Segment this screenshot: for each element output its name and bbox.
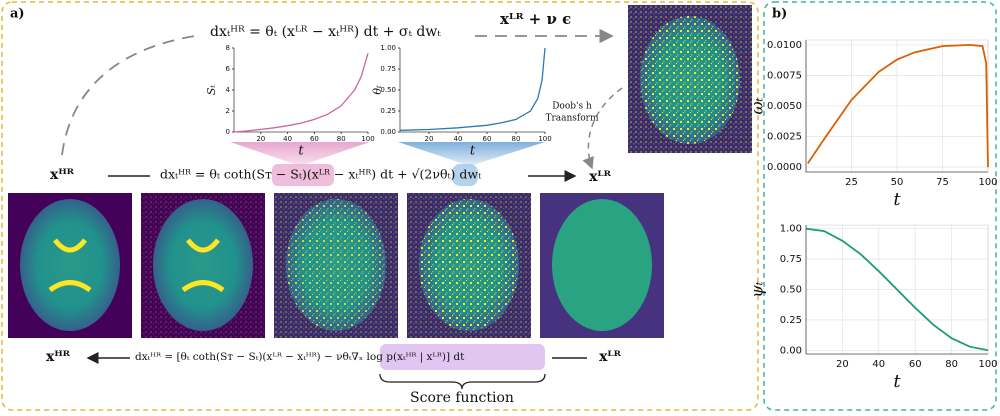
annotation: Doob's h (552, 102, 592, 112)
y-tick-label: 0.0050 (767, 101, 802, 112)
x-tick-label: 100 (978, 177, 997, 188)
y-tick-label: 8 (226, 44, 230, 52)
y-axis-label: Sₜ (205, 85, 218, 96)
image-noise (286, 199, 386, 331)
annotation: Score function (410, 390, 514, 406)
line-series (805, 227, 989, 352)
axis (233, 48, 368, 133)
x-tick-label: 20 (836, 359, 849, 370)
line-series (233, 53, 369, 133)
x-tick-label: 40 (283, 135, 292, 143)
arrow (61, 35, 196, 156)
y-tick-label: 0.50 (780, 285, 802, 296)
equation: dxₜᴴᴿ = [θₜ coth(Sᴛ − Sₜ)(xᴸᴿ − xₜᴴᴿ) − … (135, 351, 465, 364)
x-tick-label: 80 (945, 359, 958, 370)
y-tick-label: 0.0000 (767, 162, 802, 173)
x-tick-label: 50 (891, 177, 904, 188)
y-tick-label: 0.50 (380, 86, 396, 94)
axis (805, 225, 988, 355)
x-axis-label: t (298, 144, 304, 159)
arrow (582, 87, 623, 170)
x-tick-label: 25 (845, 177, 858, 188)
line-series (399, 47, 546, 131)
y-tick-label: 0.00 (780, 345, 802, 356)
state-label: xᴸᴿ (589, 169, 612, 185)
image-noise (640, 16, 740, 144)
brain-shape (552, 199, 652, 331)
x-axis-label: t (893, 189, 901, 210)
funnel (398, 142, 545, 166)
equation: xᴸᴿ + ν ϵ (500, 10, 571, 28)
y-tick-label: 0.25 (780, 315, 802, 326)
annotation: Traansform (545, 114, 599, 124)
y-tick-label: 0.0075 (767, 70, 802, 81)
x-tick-label: 80 (512, 135, 521, 143)
brain-row (8, 193, 664, 338)
y-tick-label: 0 (226, 128, 230, 136)
equation: dxₜᴴᴿ = θₜ (xᴸᴿ − xₜᴴᴿ) dt + σₜ dwₜ (210, 24, 441, 40)
y-tick-label: 0.75 (380, 65, 396, 73)
y-axis-label: ψₜ (748, 281, 767, 298)
y-tick-label: 4 (226, 86, 231, 94)
y-axis-label: ωₜ (748, 97, 767, 114)
panel-a-frame (1, 1, 759, 411)
x-tick-label: 100 (361, 135, 374, 143)
y-tick-label: 0.0100 (767, 40, 802, 51)
x-tick-label: 20 (425, 135, 434, 143)
axis (399, 48, 545, 133)
x-tick-label: 40 (872, 359, 885, 370)
highlight (272, 164, 334, 186)
panel-label: b) (772, 7, 787, 22)
x-axis-label: t (470, 144, 476, 159)
image-noise (419, 199, 519, 331)
funnel (230, 142, 370, 166)
y-tick-label: 2 (226, 107, 230, 115)
y-tick-label: 0.25 (380, 107, 396, 115)
y-tick-label: 0.0025 (767, 132, 802, 143)
panel-label: a) (10, 7, 25, 22)
line-series (807, 43, 989, 168)
y-tick-label: 6 (226, 65, 231, 73)
highlight (380, 344, 545, 370)
x-tick-label: 80 (337, 135, 346, 143)
x-tick-label: 75 (936, 177, 949, 188)
highlight (452, 164, 478, 186)
state-label: xᴴᴿ (46, 349, 71, 365)
x-tick-label: 60 (310, 135, 319, 143)
y-tick-label: 0.75 (780, 254, 802, 265)
brace (379, 373, 546, 390)
brain-shape (20, 199, 120, 331)
y-tick-label: 0.00 (380, 128, 396, 136)
brain-shape (153, 199, 253, 331)
y-axis-label: θₜ (371, 85, 384, 95)
axis (805, 40, 988, 173)
x-axis-label: t (893, 371, 901, 392)
equation: dxₜᴴᴿ = θₜ coth(Sᴛ − Sₜ)(xᴸᴿ − xₜᴴᴿ) dt … (160, 167, 482, 182)
state-label: xᴸᴿ (599, 349, 622, 365)
x-tick-label: 100 (978, 359, 997, 370)
brain-detail (181, 238, 225, 293)
x-tick-label: 60 (483, 135, 492, 143)
axis (806, 224, 989, 354)
y-tick-label: 1.00 (380, 44, 396, 52)
x-tick-label: 100 (538, 135, 551, 143)
state-label: xᴴᴿ (50, 167, 75, 183)
x-tick-label: 40 (454, 135, 463, 143)
brain-detail (48, 238, 92, 293)
x-tick-label: 20 (256, 135, 265, 143)
x-tick-label: 60 (909, 359, 922, 370)
y-tick-label: 1.00 (780, 224, 802, 235)
